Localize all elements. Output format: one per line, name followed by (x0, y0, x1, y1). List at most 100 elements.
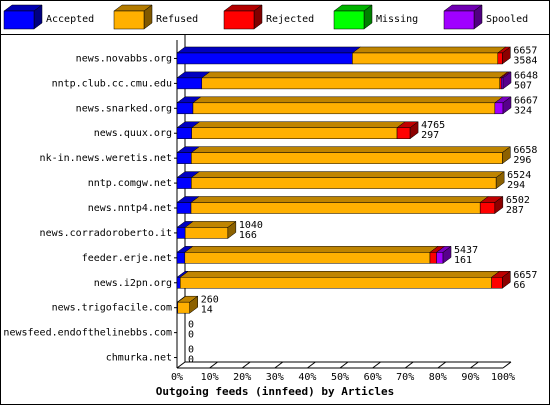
bar-segment (190, 146, 512, 164)
bar-top (201, 71, 509, 79)
accepted-label: 0 (188, 355, 194, 366)
y-tick-label: news.snarked.org (76, 103, 172, 114)
bar-front (176, 177, 192, 189)
bar-top (190, 171, 505, 178)
bar-front (201, 77, 500, 90)
y-tick-label: newsfeed.endofthelinebbs.com (3, 328, 172, 339)
offered-label: 260 (201, 295, 219, 306)
y-tick-label: nntp.comgw.net (88, 178, 172, 189)
bar-side (409, 121, 419, 140)
bar-segment (179, 271, 501, 289)
y-tick-label: nntp.club.cc.cmu.edu (52, 78, 172, 89)
bar-side (495, 171, 505, 190)
offered-label: 5437 (454, 245, 478, 256)
y-tick-label: feeder.erje.net (82, 253, 172, 264)
bar-front (436, 252, 444, 264)
bar-segment (184, 246, 439, 264)
offered-label: 6657 (513, 270, 537, 281)
bar-front (180, 277, 492, 289)
bar-front (176, 102, 194, 115)
legend-item: Missing (333, 4, 418, 30)
bar-front (429, 252, 437, 264)
x-tick-label: 70% (396, 372, 414, 383)
bar-top (179, 271, 501, 278)
legend-swatch (223, 10, 255, 30)
bar-top (176, 46, 362, 54)
accepted-label: 3584 (513, 55, 537, 66)
bar-front (190, 202, 481, 214)
bar-front (192, 102, 496, 115)
bar-segment (190, 196, 489, 214)
bar-front (176, 277, 181, 289)
x-tick (372, 361, 381, 369)
bar-front (176, 152, 192, 164)
x-tick (470, 361, 479, 369)
bar-front (177, 301, 190, 314)
bar-front (491, 277, 503, 289)
legend-label: Rejected (266, 14, 314, 25)
x-tick-label: 30% (266, 372, 284, 383)
x-tick-label: 90% (461, 372, 479, 383)
bar-segment (190, 121, 406, 139)
legend-label: Refused (156, 14, 198, 25)
x-tick (209, 361, 218, 369)
accepted-label: 297 (421, 130, 439, 141)
accepted-label: 66 (513, 280, 525, 291)
offered-label: 6524 (507, 170, 531, 181)
bar-side (227, 220, 237, 239)
accepted-label: 287 (506, 205, 524, 216)
x-tick-label: 50% (331, 372, 349, 383)
bar-top (184, 221, 237, 228)
x-tick-label: 10% (201, 372, 219, 383)
bar-top (190, 121, 406, 128)
bar-top (190, 196, 489, 203)
x-tick (307, 361, 316, 369)
accepted-label: 294 (507, 180, 525, 191)
bar-side (502, 71, 512, 90)
accepted-label: 296 (513, 155, 531, 166)
bar-segment (396, 121, 419, 139)
bar-segment (190, 171, 505, 189)
x-tick (241, 361, 251, 369)
bar-side (502, 46, 511, 65)
legend-swatch (333, 10, 365, 30)
legend-label: Missing (376, 14, 418, 25)
y-tick-label: news.trigofacile.com (52, 303, 172, 314)
bar-side (442, 245, 452, 264)
offered-label: 4765 (421, 120, 445, 131)
bar-front (176, 202, 192, 214)
y-tick-label: news.i2pn.org (94, 278, 172, 289)
x-tick (274, 361, 284, 369)
bar-side (502, 96, 512, 115)
bar-front (176, 252, 186, 264)
legend-item: Rejected (223, 4, 314, 30)
bar-top (184, 246, 439, 253)
offered-label: 0 (188, 320, 194, 331)
bar-top (192, 96, 504, 104)
bar-segment (176, 46, 362, 65)
x-tick-label: 60% (364, 372, 382, 383)
bar-top (190, 146, 512, 153)
bar-segment (192, 96, 504, 115)
accepted-label: 14 (201, 305, 213, 316)
accepted-label: 0 (188, 330, 194, 341)
bar-side (502, 270, 511, 289)
offered-label: 6502 (506, 195, 530, 206)
y-tick-label: nk-in.news.weretis.net (40, 153, 172, 164)
offered-label: 6648 (514, 70, 538, 81)
offered-label: 1040 (239, 220, 263, 231)
bar-front (191, 152, 503, 164)
bar-front (191, 177, 497, 189)
bar-front (494, 102, 504, 115)
x-tick-label: 100% (491, 372, 515, 383)
legend-item: Accepted (3, 4, 94, 30)
bar-front (176, 52, 353, 65)
x-tick (502, 361, 512, 369)
bar-front (479, 202, 496, 214)
y-tick-label: news.quux.org (94, 128, 172, 139)
x-tick (339, 361, 349, 369)
bar-front (184, 227, 229, 239)
bar-side (494, 196, 504, 214)
legend-swatch (3, 10, 35, 30)
